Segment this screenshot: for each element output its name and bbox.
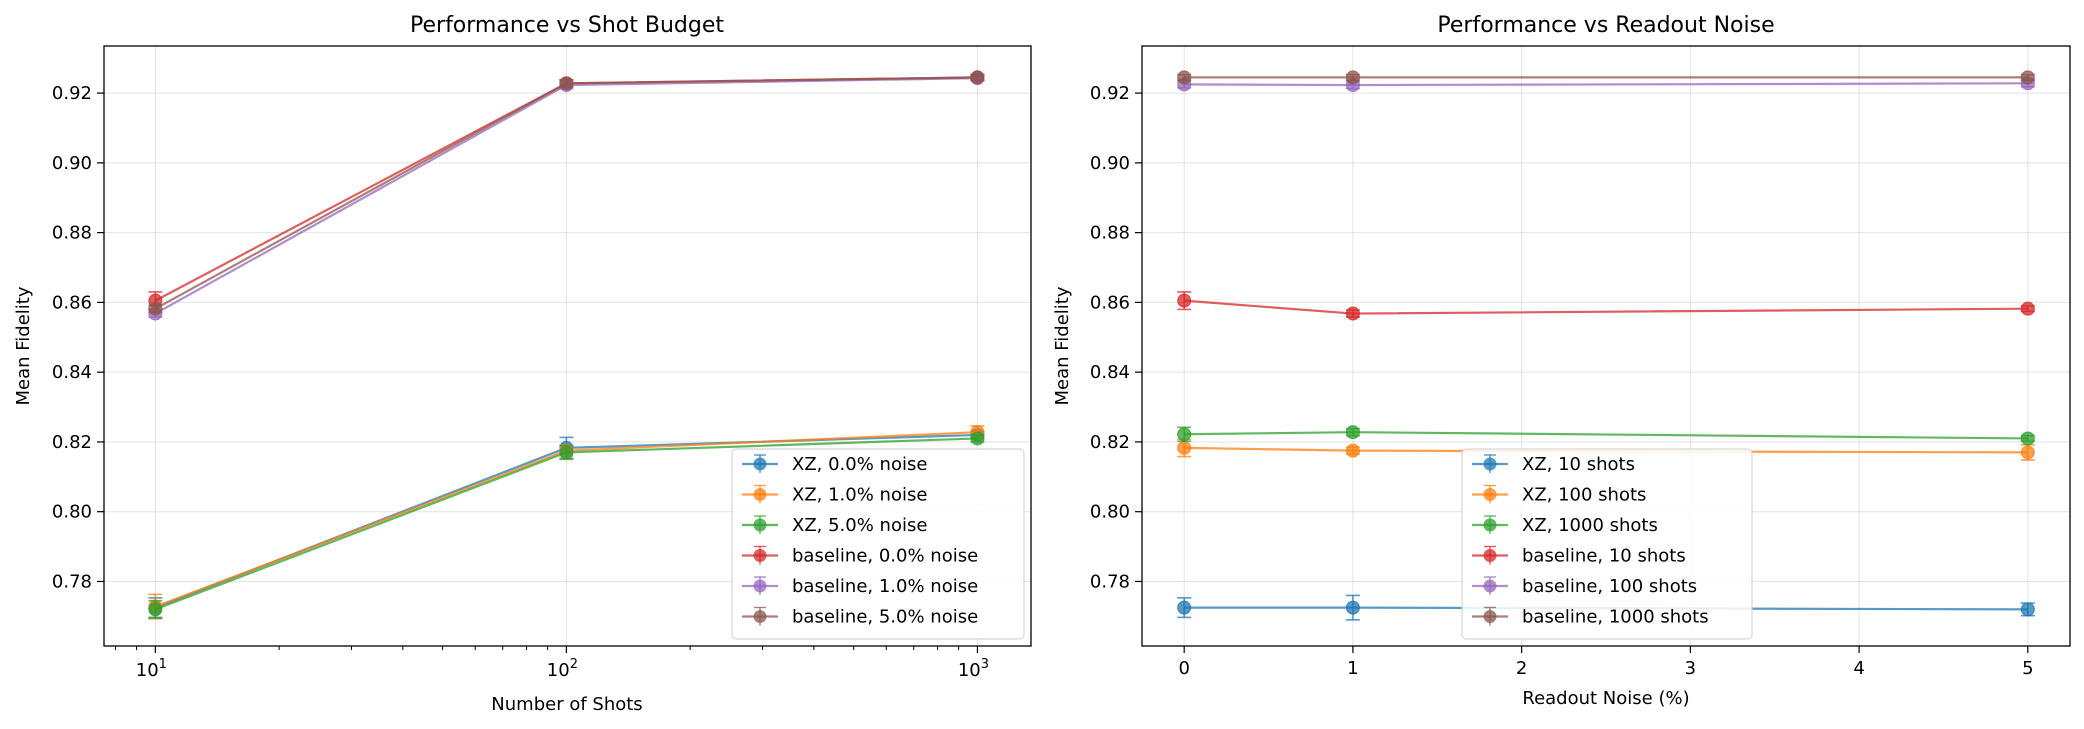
y-tick-label: 0.90 [52, 153, 92, 174]
data-point [1345, 443, 1360, 458]
data-point [148, 602, 163, 617]
x-tick-label: 1 [1347, 658, 1358, 679]
data-point [2020, 70, 2035, 85]
y-tick-label: 0.78 [52, 571, 92, 592]
legend-label: XZ, 100 shots [1522, 485, 1646, 506]
data-point [559, 445, 574, 460]
data-point [1177, 293, 1192, 308]
data-point [970, 70, 985, 85]
plot-area-frame [1141, 45, 2071, 647]
data-point [1177, 440, 1192, 455]
x-tick-label: 4 [1853, 658, 1864, 679]
y-tick-label: 0.84 [1090, 362, 1130, 383]
legend-label: baseline, 0.0% noise [792, 546, 978, 567]
x-tick-label: 5 [2022, 658, 2033, 679]
legend-swatch-marker [1483, 518, 1497, 532]
data-point [2020, 602, 2035, 617]
y-tick-label: 0.80 [1090, 502, 1130, 523]
y-axis-label: Mean Fidelity [13, 286, 34, 405]
y-tick-label: 0.92 [52, 83, 92, 104]
y-tick-label: 0.78 [1090, 571, 1130, 592]
data-point [2020, 301, 2035, 316]
legend-label: XZ, 5.0% noise [792, 515, 927, 536]
legend-swatch-marker [753, 488, 767, 501]
legend-label: baseline, 1.0% noise [792, 576, 978, 597]
legend-label: baseline, 100 shots [1522, 576, 1697, 597]
data-point [1345, 425, 1360, 440]
y-tick-label: 0.88 [52, 223, 92, 244]
legend-box [731, 448, 1025, 640]
y-tick-label: 0.86 [52, 292, 92, 313]
legend-swatch-marker [753, 579, 767, 593]
y-tick-label: 0.82 [52, 432, 92, 453]
y-axis: 0.78 0.80 0.82 0.84 0.86 0.88 0.90 0.92 [52, 83, 104, 592]
legend-label: baseline, 10 shots [1522, 546, 1686, 567]
x-axis-label: Number of Shots [491, 694, 642, 715]
x-tick-exponent: 3 [981, 657, 989, 672]
legend-swatch-marker [1483, 610, 1497, 623]
y-axis-label: Mean Fidelity [1052, 286, 1073, 405]
legend-label: baseline, 1000 shots [1522, 607, 1709, 628]
legend-swatch-marker [753, 518, 767, 532]
legend-swatch-marker [1483, 488, 1497, 501]
data-point [1177, 70, 1192, 85]
data-point [2020, 431, 2035, 446]
data-point [1345, 306, 1360, 321]
y-tick-label: 0.90 [1090, 153, 1130, 174]
legend: XZ, 10 shots XZ, 100 shots XZ, 1000 shots b… [1461, 448, 1753, 640]
legend-swatch-marker [1483, 579, 1497, 593]
y-tick-label: 0.88 [1090, 223, 1130, 244]
legend-label: XZ, 10 shots [1522, 454, 1635, 475]
x-tick-label: 0 [1178, 658, 1189, 679]
chart-title: Performance vs Readout Noise [1437, 13, 1774, 38]
data-point [1177, 427, 1192, 442]
y-tick-label: 0.80 [52, 502, 92, 523]
x-axis: 0 1 2 3 4 5 [1178, 646, 2034, 679]
x-axis-label: Readout Noise (%) [1522, 688, 1689, 709]
chart-panel-shot-budget: Performance vs Shot Budget 101 102 103 0.7… [13, 13, 1032, 715]
y-tick-label: 0.84 [52, 362, 92, 383]
chart-panel-readout-noise: Performance vs Readout Noise 0 1 2 3 4 5 0.78… [1052, 13, 2071, 709]
y-tick-label: 0.92 [1090, 83, 1130, 104]
data-point [970, 431, 985, 446]
data-point [1345, 70, 1360, 85]
legend-box [1461, 448, 1753, 640]
legend-swatch-marker [753, 549, 767, 562]
series-layer [148, 70, 985, 620]
series-layer [1177, 70, 2035, 621]
y-tick-label: 0.82 [1090, 432, 1130, 453]
legend-swatch-marker [753, 610, 767, 623]
legend-label: baseline, 5.0% noise [792, 607, 978, 628]
legend: XZ, 0.0% noise XZ, 1.0% noise XZ, 5.0% noi… [731, 448, 1025, 640]
x-tick-label: 2 [1516, 658, 1527, 679]
chart-title: Performance vs Shot Budget [410, 13, 724, 38]
y-axis: 0.78 0.80 0.82 0.84 0.86 0.88 0.90 0.92 [1090, 83, 1142, 592]
data-point [1345, 600, 1360, 615]
data-point [148, 301, 163, 316]
data-point [1177, 600, 1192, 615]
legend-swatch-marker [753, 457, 767, 471]
plot-area-frame [103, 45, 1032, 647]
x-tick-exponent: 1 [159, 657, 167, 672]
data-point [2020, 445, 2035, 460]
data-point [559, 76, 574, 91]
legend-swatch-marker [1483, 457, 1497, 471]
legend-label: XZ, 1000 shots [1522, 515, 1658, 536]
x-tick-exponent: 2 [570, 657, 578, 672]
legend-label: XZ, 0.0% noise [792, 454, 927, 475]
legend-label: XZ, 1.0% noise [792, 485, 927, 506]
x-tick-label: 3 [1685, 658, 1696, 679]
y-tick-label: 0.86 [1090, 292, 1130, 313]
legend-swatch-marker [1483, 549, 1497, 562]
